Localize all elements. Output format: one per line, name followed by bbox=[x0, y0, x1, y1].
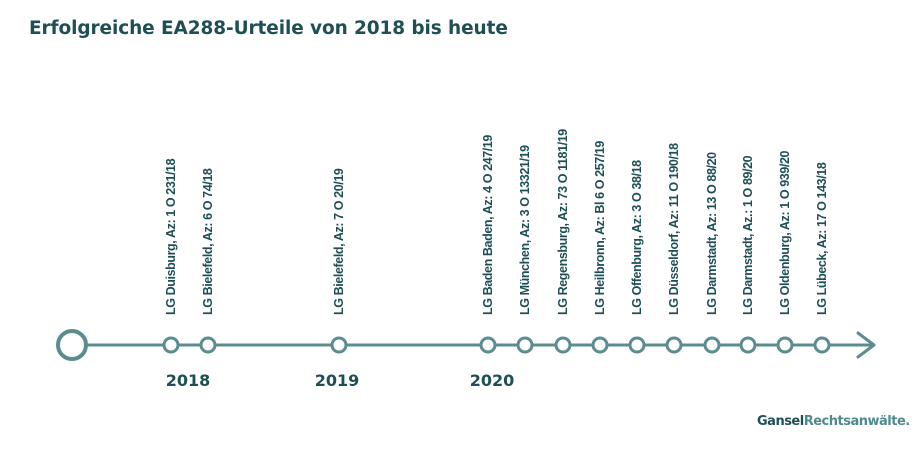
event-label: LG Regensburg, Az: 73 O 1181/19 bbox=[556, 129, 570, 315]
event-label: LG Offenburg, Az: 3 O 38/18 bbox=[630, 160, 644, 315]
brand-logo: GanselRechtsanwälte. bbox=[757, 414, 910, 429]
event-label: LG Heilbronn, Az: Bl 6 O 257/19 bbox=[593, 141, 607, 315]
event-marker bbox=[776, 336, 794, 354]
event-label: LG Darmstadt, Az: 13 O 88/20 bbox=[705, 152, 719, 315]
event-marker bbox=[162, 336, 180, 354]
chart-title: Erfolgreiche EA288-Urteile von 2018 bis … bbox=[29, 18, 508, 39]
event-label: LG Bielefeld, Az: 7 O 20/19 bbox=[332, 168, 346, 315]
event-marker bbox=[516, 336, 534, 354]
event-marker bbox=[665, 336, 683, 354]
brand-part1: Gansel bbox=[757, 414, 804, 429]
event-marker bbox=[739, 336, 757, 354]
event-label: LG Lübeck, Az: 17 O 143/18 bbox=[815, 162, 829, 315]
event-label: LG Oldenburg, Az: 1 O 939/20 bbox=[778, 150, 792, 315]
event-marker bbox=[628, 336, 646, 354]
event-label: LG Darmstadt, Az.: 1 O 89/20 bbox=[741, 155, 755, 315]
event-marker bbox=[703, 336, 721, 354]
event-marker bbox=[554, 336, 572, 354]
event-label: LG Baden Baden, Az: 4 O 247/19 bbox=[481, 135, 495, 315]
event-marker bbox=[813, 336, 831, 354]
event-marker bbox=[199, 336, 217, 354]
timeline-arrowhead bbox=[856, 331, 876, 359]
event-label: LG München, Az: 3 O 13321/19 bbox=[518, 145, 532, 315]
event-marker bbox=[591, 336, 609, 354]
year-label: 2020 bbox=[470, 371, 515, 390]
brand-part2: Rechtsanwälte. bbox=[803, 414, 910, 429]
event-label: LG Bielefeld, Az: 6 O 74/18 bbox=[201, 168, 215, 315]
timeline-start-circle bbox=[56, 329, 88, 361]
event-label: LG Düsseldorf, Az: 11 O 190/18 bbox=[667, 143, 681, 315]
year-label: 2018 bbox=[166, 371, 211, 390]
year-label: 2019 bbox=[315, 371, 360, 390]
event-marker bbox=[330, 336, 348, 354]
event-label: LG Duisburg, Az: 1 O 231/18 bbox=[164, 158, 178, 315]
event-marker bbox=[479, 336, 497, 354]
